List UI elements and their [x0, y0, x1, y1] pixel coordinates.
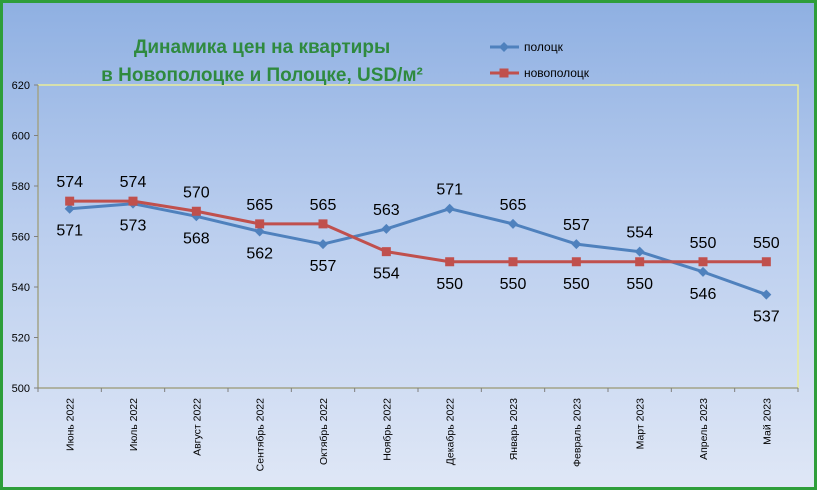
data-label: 557 [310, 258, 337, 275]
x-tick-label: Май 2023 [761, 398, 773, 445]
data-point [64, 203, 75, 214]
x-tick-label: Сентябрь 2022 [255, 398, 267, 471]
series-line-1 [69, 199, 767, 264]
data-point [65, 196, 75, 206]
line-chart: 500 520 540 560 580 600 620 Июнь 2022 Июль 2022 А… [12, 37, 799, 471]
x-tick-label: Декабрь 2022 [445, 398, 457, 465]
y-tick-label: 500 [12, 383, 30, 395]
data-point [571, 239, 582, 250]
chart-title-line2: в Новополоцке и Полоцке, USD/м² [101, 65, 423, 86]
chart-title-line1: Динамика цен на квартиры [134, 37, 390, 58]
plot-area [37, 84, 799, 389]
data-point [571, 257, 581, 267]
data-label: 568 [183, 230, 210, 247]
data-point [508, 218, 518, 229]
x-tick-label: Ноябрь 2022 [381, 398, 393, 461]
y-tick-label: 520 [12, 333, 30, 345]
data-label: 554 [626, 225, 653, 242]
data-label: 557 [563, 217, 590, 234]
data-point [634, 246, 645, 257]
data-point [318, 219, 328, 229]
data-point [381, 223, 392, 234]
data-label: 574 [120, 174, 147, 191]
y-tick-label: 620 [12, 80, 30, 92]
data-point [698, 266, 708, 277]
data-label: 550 [753, 235, 780, 252]
data-label: 550 [626, 276, 653, 293]
legend-marker [499, 42, 509, 52]
data-point [444, 203, 455, 214]
data-label: 562 [246, 245, 273, 262]
x-tick-label: Январь 2023 [508, 398, 520, 460]
data-label: 570 [183, 184, 210, 201]
x-tick-label: Март 2023 [635, 398, 647, 450]
data-label: 573 [120, 218, 147, 235]
data-label: 565 [500, 197, 527, 214]
x-tick-label: Октябрь 2022 [318, 398, 330, 465]
x-tick-label: Август 2022 [191, 398, 203, 456]
data-point [761, 257, 771, 267]
y-tick-label: 580 [12, 181, 30, 193]
legend-label: полоцк [524, 40, 564, 54]
data-point [128, 196, 138, 206]
data-label: 554 [373, 266, 400, 283]
data-label: 571 [56, 223, 83, 240]
legend-marker [499, 68, 509, 78]
x-tick-label: Апрель 2023 [698, 398, 710, 460]
data-label: 550 [436, 276, 463, 293]
y-tick-label: 540 [12, 282, 30, 294]
data-point [318, 239, 328, 250]
data-label: 546 [690, 286, 717, 303]
data-point [761, 289, 772, 300]
data-label: 574 [56, 174, 83, 191]
x-tick-label: Июль 2022 [128, 398, 140, 451]
series-line-0 [69, 202, 767, 296]
legend-label: новополоцк [524, 66, 590, 80]
y-tick-label: 600 [12, 131, 30, 143]
data-label: 550 [690, 235, 717, 252]
data-point [445, 257, 455, 267]
data-point [255, 219, 265, 229]
x-tick-label: Февраль 2023 [571, 398, 583, 467]
data-point [635, 257, 645, 267]
data-point [381, 247, 391, 257]
data-point [698, 257, 708, 267]
data-label: 537 [753, 309, 780, 326]
data-label: 565 [310, 197, 337, 214]
data-point [191, 206, 201, 216]
data-label: 550 [500, 276, 527, 293]
data-label: 571 [436, 182, 463, 199]
data-point [508, 257, 518, 267]
data-label: 565 [246, 197, 273, 214]
x-tick-label: Июнь 2022 [65, 398, 77, 451]
data-label: 550 [563, 276, 590, 293]
data-label: 563 [373, 202, 400, 219]
y-tick-label: 560 [12, 232, 30, 244]
